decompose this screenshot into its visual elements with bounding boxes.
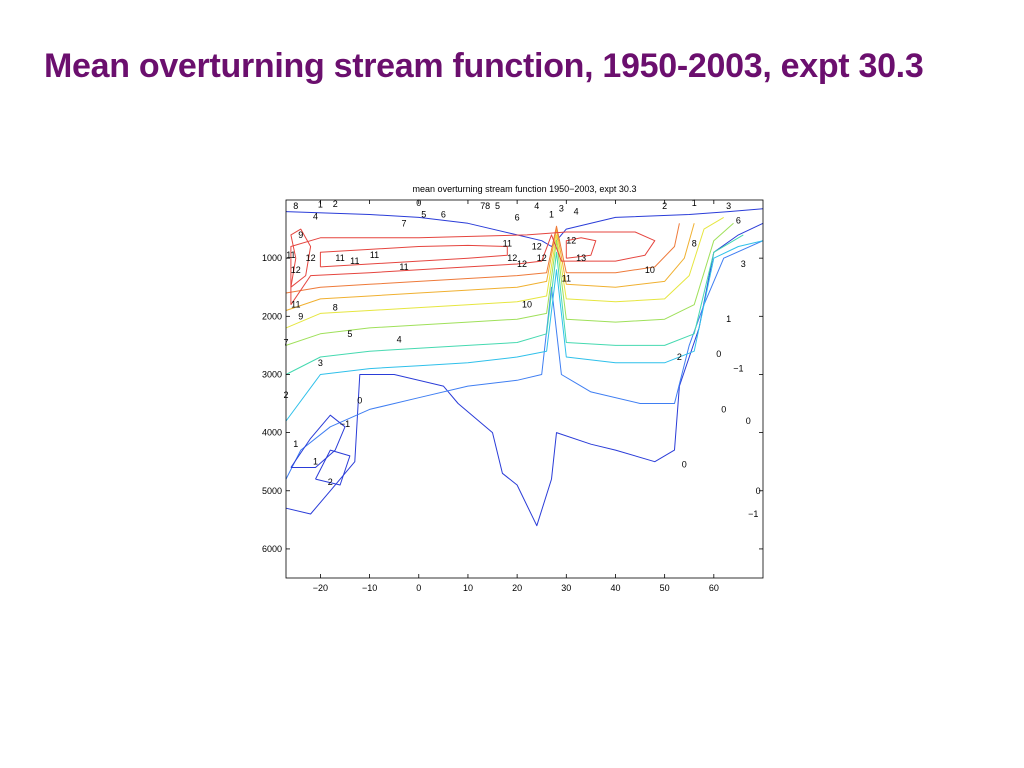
contour-label-27: 5 bbox=[421, 210, 426, 220]
contour-label-31: 5 bbox=[495, 201, 500, 211]
contour-label-17: 1 bbox=[313, 457, 318, 467]
plot-frame bbox=[285, 199, 764, 579]
contour-line-1 bbox=[285, 222, 764, 527]
x-tick-label-4: 20 bbox=[512, 583, 522, 593]
contour-label-18: 2 bbox=[328, 477, 333, 487]
contour-label-22: 11 bbox=[335, 253, 344, 263]
contour-label-56: −1 bbox=[733, 364, 743, 374]
contour-label-58: 0 bbox=[746, 416, 751, 426]
contour-label-36: 12 bbox=[517, 259, 527, 269]
contour-line-6 bbox=[285, 216, 724, 329]
contour-label-25: 11 bbox=[399, 262, 408, 272]
contour-line-11 bbox=[319, 244, 508, 268]
contour-label-34: 11 bbox=[503, 239, 512, 249]
contour-label-24: 11 bbox=[370, 250, 379, 260]
contour-label-0: 8 bbox=[293, 201, 298, 211]
contour-line-2 bbox=[285, 240, 764, 480]
x-tick-label-0: −20 bbox=[313, 583, 328, 593]
contour-line-3 bbox=[285, 240, 764, 422]
contour-label-50: 6 bbox=[736, 215, 741, 225]
y-tick-label-1: 2000 bbox=[262, 311, 282, 321]
x-tick-label-7: 50 bbox=[660, 583, 670, 593]
contour-line-12 bbox=[565, 237, 597, 259]
contour-label-42: 4 bbox=[574, 207, 579, 217]
contour-label-21: 7 bbox=[401, 218, 406, 228]
contour-label-1: 1 bbox=[318, 200, 323, 210]
contour-label-57: 0 bbox=[721, 404, 726, 414]
contour-line-8 bbox=[285, 223, 680, 294]
x-tick-label-6: 40 bbox=[610, 583, 620, 593]
contour-lines bbox=[285, 208, 764, 527]
contour-label-52: 3 bbox=[741, 259, 746, 269]
contour-label-47: 2 bbox=[662, 201, 667, 211]
contour-label-39: 10 bbox=[522, 300, 532, 310]
contour-label-40: 1 bbox=[549, 210, 554, 220]
contour-line-5 bbox=[285, 222, 734, 346]
contour-label-4: 9 bbox=[298, 230, 303, 240]
contour-label-51: 8 bbox=[692, 239, 697, 249]
contour-label-60: 0 bbox=[756, 486, 761, 496]
contour-label-55: 0 bbox=[716, 349, 721, 359]
contour-label-38: 12 bbox=[537, 253, 547, 263]
x-tick-label-1: −10 bbox=[362, 583, 377, 593]
contour-label-45: 11 bbox=[562, 274, 571, 284]
contour-label-48: 1 bbox=[692, 198, 697, 208]
contour-label-19: 0 bbox=[357, 396, 362, 406]
contour-label-54: 2 bbox=[677, 352, 682, 362]
contour-label-5: 11 bbox=[286, 250, 295, 260]
contour-line-14 bbox=[315, 449, 351, 486]
contour-label-11: 8 bbox=[333, 303, 338, 313]
contour-label-28: 6 bbox=[441, 210, 446, 220]
contour-label-30: 8 bbox=[485, 201, 490, 211]
y-tick-label-5: 6000 bbox=[262, 544, 282, 554]
contour-label-6: 12 bbox=[291, 265, 301, 275]
contour-label-44: 13 bbox=[576, 253, 586, 263]
contour-label-13: 3 bbox=[318, 358, 323, 368]
contour-label-15: 1 bbox=[293, 439, 298, 449]
contour-label-33: 4 bbox=[534, 201, 539, 211]
contour-label-20: 4 bbox=[397, 335, 402, 345]
contour-label-16: −1 bbox=[340, 419, 350, 429]
contour-label-8: 11 bbox=[291, 300, 300, 310]
y-tick-label-0: 1000 bbox=[262, 253, 282, 263]
contour-label-49: 3 bbox=[726, 201, 731, 211]
contour-label-59: 0 bbox=[682, 460, 687, 470]
contour-label-41: 3 bbox=[559, 204, 564, 214]
contour-label-7: 12 bbox=[306, 253, 316, 263]
x-tick-label-2: 0 bbox=[416, 583, 421, 593]
contour-label-53: 1 bbox=[726, 314, 731, 324]
contour-line-7 bbox=[285, 223, 695, 311]
slide-title: Mean overturning stream function, 1950-2… bbox=[44, 47, 924, 85]
contour-label-37: 12 bbox=[532, 242, 542, 252]
contour-label-12: 5 bbox=[347, 329, 352, 339]
contour-label-9: 9 bbox=[298, 311, 303, 321]
y-tick-label-4: 5000 bbox=[262, 486, 282, 496]
contour-label-43: 12 bbox=[566, 236, 576, 246]
contour-label-2: 2 bbox=[333, 199, 338, 209]
contour-label-61: −1 bbox=[748, 509, 758, 519]
contour-line-0 bbox=[285, 208, 764, 247]
contour-label-32: 6 bbox=[515, 212, 520, 222]
y-tick-label-2: 3000 bbox=[262, 369, 282, 379]
contour-label-3: 4 bbox=[313, 211, 318, 221]
x-axis: −20 −10 0 10 20 30 40 50 60 bbox=[313, 200, 719, 593]
contour-line-9 bbox=[290, 231, 656, 305]
x-tick-label-3: 10 bbox=[463, 583, 473, 593]
contour-line-13 bbox=[290, 414, 346, 468]
contour-line-4 bbox=[285, 234, 744, 375]
contour-label-35: 12 bbox=[507, 253, 517, 263]
contour-line-10 bbox=[290, 228, 312, 288]
y-tick-label-3: 4000 bbox=[262, 428, 282, 438]
contour-label-46: 10 bbox=[645, 265, 655, 275]
plot-title: mean overturning stream function 1950−20… bbox=[413, 184, 637, 194]
contour-label-23: 11 bbox=[350, 256, 359, 266]
contour-label-29: 7 bbox=[480, 201, 485, 211]
x-tick-label-5: 30 bbox=[561, 583, 571, 593]
x-tick-label-8: 60 bbox=[709, 583, 719, 593]
